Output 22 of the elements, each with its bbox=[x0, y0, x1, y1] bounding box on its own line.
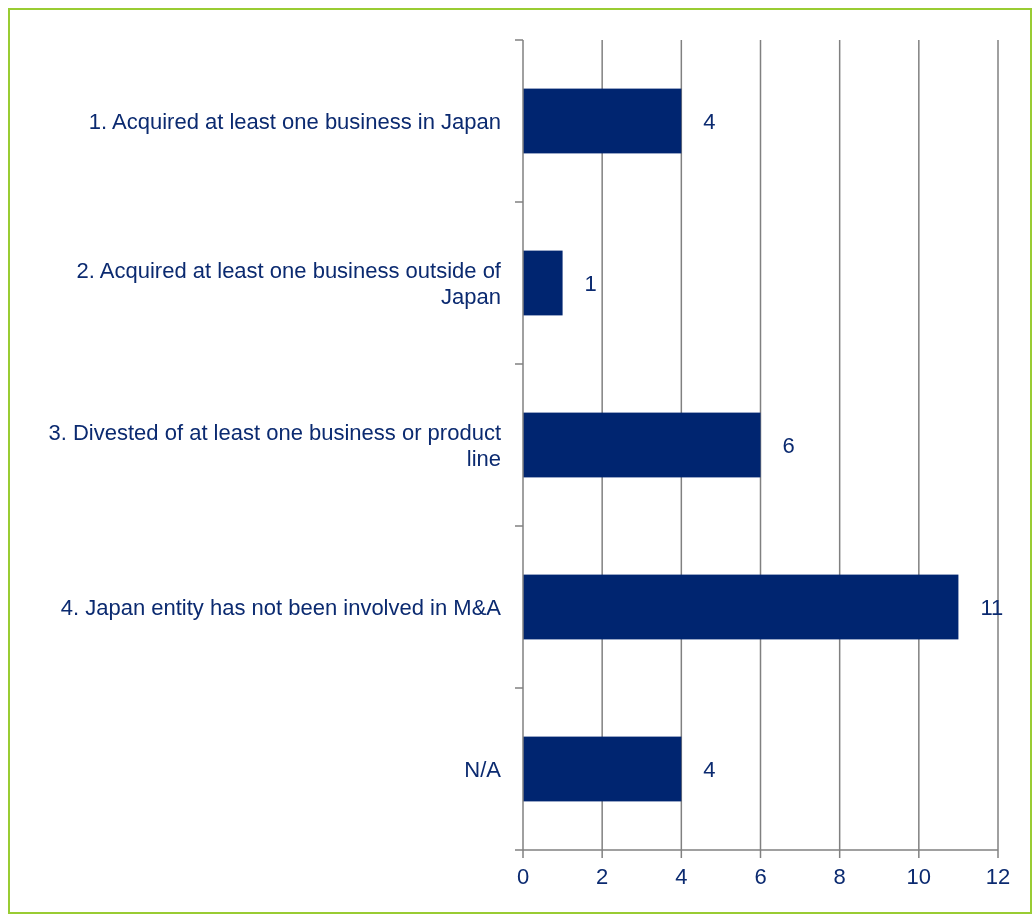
x-tick-label: 2 bbox=[596, 864, 609, 889]
y-tick-label: 4. Japan entity has not been involved in M&A bbox=[60, 594, 502, 620]
data-label: 6 bbox=[782, 432, 795, 458]
data-label: 4 bbox=[703, 108, 716, 134]
x-tick-label: 8 bbox=[833, 864, 846, 889]
x-tick-label: 4 bbox=[675, 864, 688, 889]
y-tick-label: 1. Acquired at least one business in Japan bbox=[88, 108, 501, 134]
data-label: 11 bbox=[980, 594, 1004, 620]
y-tick-label: 2. Acquired at least one business outside of Japan bbox=[76, 257, 502, 309]
x-tick-label: 12 bbox=[985, 864, 1011, 889]
bar bbox=[523, 88, 682, 154]
x-tick-label: 0 bbox=[516, 864, 530, 889]
bar bbox=[523, 574, 959, 640]
x-tick-label: 6 bbox=[754, 864, 767, 889]
data-label: 4 bbox=[703, 756, 716, 782]
y-tick-label: N/A bbox=[464, 756, 502, 782]
bar bbox=[523, 250, 563, 316]
data-label: 1 bbox=[584, 270, 597, 296]
bar bbox=[523, 736, 682, 802]
bar bbox=[523, 412, 761, 478]
y-tick-label: 3. Divested of at least one business or product line bbox=[48, 419, 501, 471]
x-tick-label: 10 bbox=[906, 864, 932, 889]
